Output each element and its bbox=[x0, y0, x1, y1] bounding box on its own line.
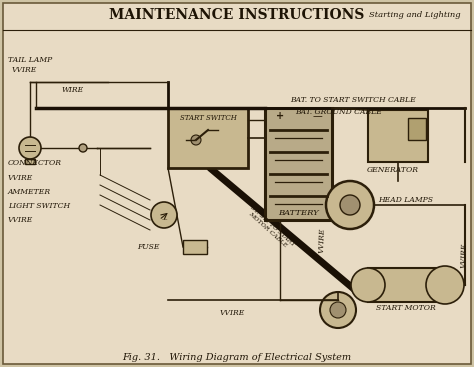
Circle shape bbox=[320, 292, 356, 328]
Circle shape bbox=[426, 266, 464, 304]
Text: —: — bbox=[161, 218, 167, 222]
Text: START MOTOR: START MOTOR bbox=[376, 304, 436, 312]
Text: BAT. GROUND CABLE: BAT. GROUND CABLE bbox=[295, 108, 382, 116]
Circle shape bbox=[19, 137, 41, 159]
Text: FUSE: FUSE bbox=[137, 243, 160, 251]
Circle shape bbox=[191, 135, 201, 145]
Circle shape bbox=[79, 144, 87, 152]
Text: +: + bbox=[276, 111, 284, 121]
Circle shape bbox=[326, 181, 374, 229]
Text: CONNECTOR: CONNECTOR bbox=[8, 159, 62, 167]
Circle shape bbox=[151, 202, 177, 228]
Text: AMMETER: AMMETER bbox=[8, 188, 51, 196]
Bar bbox=[25, 159, 35, 164]
Text: VVIRE: VVIRE bbox=[8, 216, 33, 224]
Bar bbox=[183, 240, 207, 254]
Text: BAT. TO START SWITCH CABLE: BAT. TO START SWITCH CABLE bbox=[290, 96, 416, 104]
Text: MAINTENANCE INSTRUCTIONS: MAINTENANCE INSTRUCTIONS bbox=[109, 8, 365, 22]
Bar bbox=[265, 108, 332, 220]
Bar bbox=[368, 110, 428, 162]
Circle shape bbox=[351, 268, 385, 302]
Text: —: — bbox=[312, 111, 322, 121]
Text: ST. SW. TO START
MOTOR CABLE: ST. SW. TO START MOTOR CABLE bbox=[245, 205, 295, 251]
Text: VVIRE: VVIRE bbox=[318, 227, 327, 253]
Circle shape bbox=[340, 195, 360, 215]
Bar bbox=[168, 108, 248, 168]
Text: BATTERY: BATTERY bbox=[278, 209, 319, 217]
Bar bbox=[368, 268, 445, 302]
Text: VVIRE: VVIRE bbox=[12, 66, 37, 74]
Text: VVIRE: VVIRE bbox=[460, 242, 469, 268]
Circle shape bbox=[330, 302, 346, 318]
Text: WIRE: WIRE bbox=[62, 86, 84, 94]
Text: GENERATOR: GENERATOR bbox=[367, 166, 419, 174]
Text: VVIRE: VVIRE bbox=[220, 309, 246, 317]
Text: Fig. 31.   Wiring Diagram of Electrical System: Fig. 31. Wiring Diagram of Electrical Sy… bbox=[122, 353, 352, 363]
Text: VVIRE: VVIRE bbox=[8, 174, 33, 182]
Text: TAIL LAMP: TAIL LAMP bbox=[8, 56, 52, 64]
Text: HEAD LAMPS: HEAD LAMPS bbox=[378, 196, 433, 204]
Text: LIGHT SWITCH: LIGHT SWITCH bbox=[8, 202, 70, 210]
Text: START SWITCH: START SWITCH bbox=[180, 114, 237, 122]
Text: Starting and Lighting: Starting and Lighting bbox=[369, 11, 461, 19]
Bar bbox=[408, 118, 426, 140]
